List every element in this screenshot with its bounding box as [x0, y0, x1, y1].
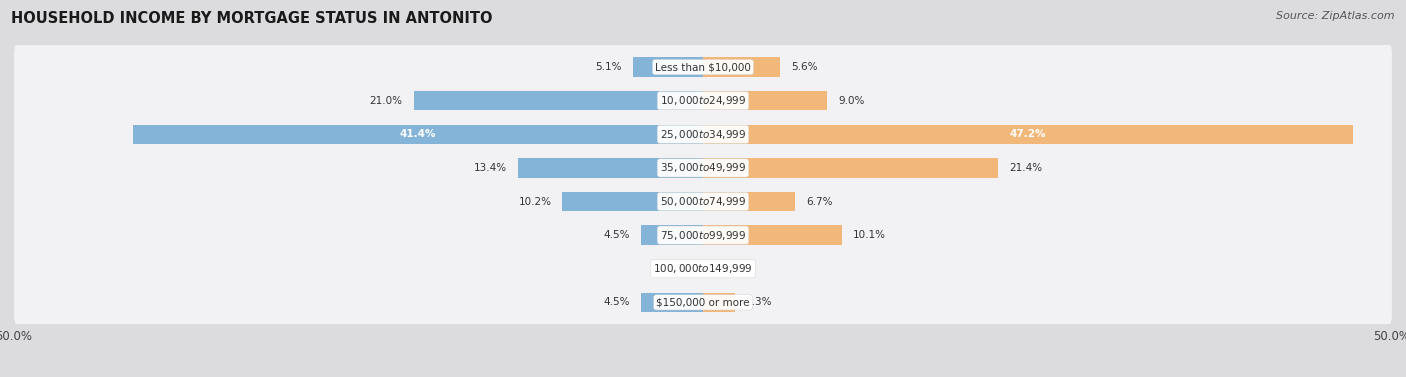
FancyBboxPatch shape	[14, 246, 1392, 294]
Bar	[132, 124, 703, 144]
Bar	[703, 225, 842, 245]
Text: 21.0%: 21.0%	[370, 96, 402, 106]
FancyBboxPatch shape	[14, 279, 1392, 326]
Text: $35,000 to $49,999: $35,000 to $49,999	[659, 161, 747, 175]
Bar	[641, 225, 703, 245]
Bar	[703, 124, 1354, 144]
Text: 4.5%: 4.5%	[603, 230, 630, 240]
FancyBboxPatch shape	[14, 78, 1392, 126]
FancyBboxPatch shape	[14, 43, 1392, 91]
FancyBboxPatch shape	[14, 110, 1392, 158]
FancyBboxPatch shape	[14, 280, 1392, 328]
Text: $10,000 to $24,999: $10,000 to $24,999	[659, 94, 747, 107]
FancyBboxPatch shape	[14, 146, 1392, 193]
Bar	[413, 91, 703, 110]
Bar	[703, 57, 780, 77]
Bar	[562, 192, 703, 211]
FancyBboxPatch shape	[14, 179, 1392, 227]
FancyBboxPatch shape	[14, 211, 1392, 259]
Text: 41.4%: 41.4%	[399, 129, 436, 139]
Text: 21.4%: 21.4%	[1010, 163, 1042, 173]
Text: 4.5%: 4.5%	[603, 297, 630, 307]
Text: 10.2%: 10.2%	[519, 196, 551, 207]
Legend: Without Mortgage, With Mortgage: Without Mortgage, With Mortgage	[572, 374, 834, 377]
FancyBboxPatch shape	[14, 112, 1392, 159]
Bar	[703, 91, 827, 110]
Text: 10.1%: 10.1%	[853, 230, 886, 240]
Text: $50,000 to $74,999: $50,000 to $74,999	[659, 195, 747, 208]
FancyBboxPatch shape	[14, 213, 1392, 261]
Text: 5.1%: 5.1%	[595, 62, 621, 72]
Text: Less than $10,000: Less than $10,000	[655, 62, 751, 72]
Bar	[641, 293, 703, 312]
Bar	[703, 192, 796, 211]
FancyBboxPatch shape	[14, 77, 1392, 124]
Text: 6.7%: 6.7%	[807, 196, 832, 207]
Bar	[633, 57, 703, 77]
Text: 0.0%: 0.0%	[720, 264, 745, 274]
Text: 2.3%: 2.3%	[745, 297, 772, 307]
Text: HOUSEHOLD INCOME BY MORTGAGE STATUS IN ANTONITO: HOUSEHOLD INCOME BY MORTGAGE STATUS IN A…	[11, 11, 492, 26]
FancyBboxPatch shape	[14, 44, 1392, 92]
Text: 0.0%: 0.0%	[661, 264, 686, 274]
FancyBboxPatch shape	[14, 144, 1392, 192]
Text: 9.0%: 9.0%	[838, 96, 865, 106]
Text: $25,000 to $34,999: $25,000 to $34,999	[659, 128, 747, 141]
Bar	[519, 158, 703, 178]
Text: 13.4%: 13.4%	[474, 163, 508, 173]
Text: 5.6%: 5.6%	[792, 62, 818, 72]
FancyBboxPatch shape	[14, 178, 1392, 225]
Text: $75,000 to $99,999: $75,000 to $99,999	[659, 228, 747, 242]
Bar	[703, 293, 735, 312]
Text: Source: ZipAtlas.com: Source: ZipAtlas.com	[1277, 11, 1395, 21]
Text: $100,000 to $149,999: $100,000 to $149,999	[654, 262, 752, 275]
FancyBboxPatch shape	[14, 245, 1392, 293]
Text: 47.2%: 47.2%	[1010, 129, 1046, 139]
Bar	[703, 158, 998, 178]
Text: $150,000 or more: $150,000 or more	[657, 297, 749, 307]
